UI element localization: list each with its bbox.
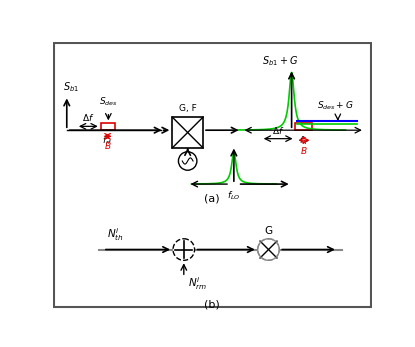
Text: G, F: G, F: [179, 104, 197, 113]
Bar: [295, 123, 312, 130]
Text: $S_{b1}+G$: $S_{b1}+G$: [262, 54, 298, 68]
Text: $f_{rf}$: $f_{rf}$: [102, 135, 113, 147]
Text: G: G: [264, 226, 273, 236]
Text: $f_{IF}$: $f_{IF}$: [298, 135, 309, 147]
Text: $S_{des}+G$: $S_{des}+G$: [317, 99, 353, 112]
Text: $S_{des}$: $S_{des}$: [99, 95, 118, 108]
Text: (b): (b): [205, 299, 220, 310]
Text: (a): (a): [205, 193, 220, 203]
Text: $f_{LO}$: $f_{LO}$: [227, 189, 241, 202]
Bar: [172, 117, 203, 148]
Text: $B$: $B$: [300, 145, 308, 156]
Circle shape: [178, 152, 197, 170]
Bar: [101, 123, 115, 130]
Text: $N_{th}^{i}$: $N_{th}^{i}$: [107, 227, 124, 243]
Circle shape: [173, 239, 195, 260]
Text: $B$: $B$: [104, 140, 111, 151]
Text: $\Delta f$: $\Delta f$: [82, 112, 95, 123]
Text: $N_{rm}^{i}$: $N_{rm}^{i}$: [188, 275, 207, 292]
Text: $S_{b1}$: $S_{b1}$: [63, 80, 79, 94]
Circle shape: [258, 239, 279, 260]
Text: $\Delta f$: $\Delta f$: [271, 125, 284, 136]
